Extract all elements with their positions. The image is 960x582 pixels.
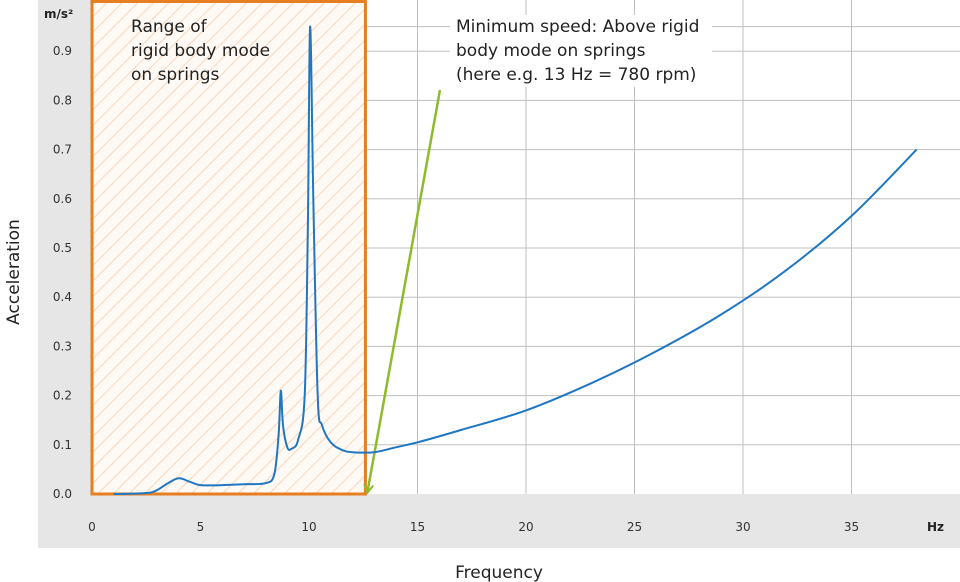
y-tick-label: 0.9 bbox=[53, 44, 72, 58]
y-tick-labels: 0.0 0.1 0.2 0.3 0.4 0.5 0.6 0.7 0.8 0.9 bbox=[53, 44, 72, 501]
x-tick-label: 35 bbox=[844, 520, 859, 534]
y-tick-label: 0.4 bbox=[53, 290, 72, 304]
y-tick-label: 0.7 bbox=[53, 143, 72, 157]
x-unit-label: Hz bbox=[927, 520, 944, 534]
y-tick-label: 0.8 bbox=[53, 93, 72, 107]
note-background bbox=[450, 63, 712, 87]
rigid-body-region bbox=[90, 0, 367, 496]
x-axis-panel bbox=[38, 494, 960, 548]
x-tick-label: 30 bbox=[735, 520, 750, 534]
region-label-line: rigid body mode bbox=[131, 41, 270, 61]
x-tick-label: 25 bbox=[627, 520, 642, 534]
x-tick-label: 5 bbox=[197, 520, 205, 534]
y-axis-panel bbox=[38, 0, 92, 510]
y-axis-title: Acceleration bbox=[4, 219, 24, 325]
x-tick-label: 15 bbox=[410, 520, 425, 534]
note-background bbox=[450, 39, 712, 63]
arrow-note-line: body mode on springs bbox=[456, 41, 646, 61]
arrow-note-line: Minimum speed: Above rigid bbox=[456, 17, 699, 37]
x-tick-labels: 0 5 10 15 20 25 30 35 bbox=[88, 520, 859, 534]
region-label-line: Range of bbox=[131, 17, 208, 37]
x-axis-title: Frequency bbox=[455, 563, 543, 582]
annotation-texts: Range of rigid body mode on springs Minimum… bbox=[131, 15, 712, 87]
region-label-line: on springs bbox=[131, 65, 220, 85]
minimum-speed-arrow bbox=[367, 89, 442, 492]
x-tick-label: 10 bbox=[301, 520, 316, 534]
y-tick-label: 0.1 bbox=[53, 438, 72, 452]
y-tick-label: 0.3 bbox=[53, 339, 72, 353]
x-tick-label: 0 bbox=[88, 520, 96, 534]
arrow-note-line: (here e.g. 13 Hz = 780 rpm) bbox=[456, 65, 696, 85]
y-tick-label: 0.6 bbox=[53, 192, 72, 206]
x-tick-label: 20 bbox=[518, 520, 533, 534]
y-tick-label: 0.5 bbox=[53, 241, 72, 255]
y-unit-label: m/s² bbox=[44, 7, 73, 21]
y-tick-label: 0.0 bbox=[53, 487, 72, 501]
y-tick-label: 0.2 bbox=[53, 389, 72, 403]
series-line bbox=[113, 25, 918, 495]
note-background bbox=[450, 15, 712, 39]
